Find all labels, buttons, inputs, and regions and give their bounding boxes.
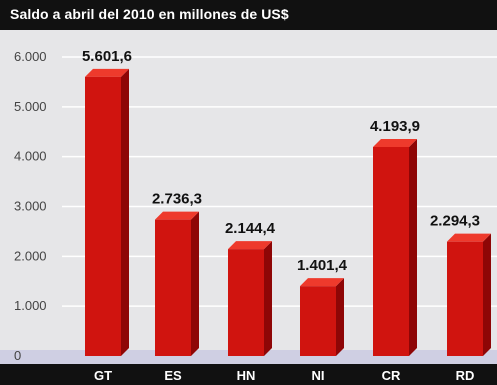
y-tick-label: 0 bbox=[14, 348, 21, 363]
bar bbox=[373, 139, 417, 356]
plot-floor bbox=[0, 350, 497, 364]
bar-top bbox=[85, 68, 129, 77]
data-label: 2.294,3 bbox=[430, 213, 480, 230]
title-bar: Saldo a abril del 2010 en millones de US… bbox=[0, 0, 497, 30]
bar bbox=[155, 211, 199, 356]
chart-title: Saldo a abril del 2010 en millones de US… bbox=[10, 6, 289, 22]
data-label: 2.736,3 bbox=[152, 191, 202, 208]
bar-side bbox=[483, 233, 491, 356]
data-label: 4.193,9 bbox=[370, 118, 420, 135]
category-label: ES bbox=[164, 368, 182, 383]
data-label: 1.401,4 bbox=[297, 257, 348, 274]
category-label: GT bbox=[94, 368, 112, 383]
bar-front bbox=[373, 147, 409, 356]
category-label: NI bbox=[312, 368, 325, 383]
y-tick-label: 3.000 bbox=[14, 199, 47, 214]
bar-top bbox=[155, 211, 199, 220]
bar-top bbox=[300, 278, 344, 287]
bar-top bbox=[228, 241, 272, 250]
y-tick-label: 5.000 bbox=[14, 99, 47, 114]
bar bbox=[300, 278, 344, 356]
bar-front bbox=[85, 76, 121, 356]
bar-side bbox=[336, 278, 344, 356]
data-label: 5.601,6 bbox=[82, 48, 132, 65]
bar-front bbox=[155, 219, 191, 356]
category-label: RD bbox=[456, 368, 475, 383]
bar-front bbox=[228, 249, 264, 356]
data-label: 2.144,4 bbox=[225, 220, 276, 237]
bar-side bbox=[409, 139, 417, 356]
bar-front bbox=[300, 286, 336, 356]
category-label: HN bbox=[237, 368, 256, 383]
category-label: CR bbox=[382, 368, 401, 383]
y-tick-label: 2.000 bbox=[14, 248, 47, 263]
bar bbox=[228, 241, 272, 356]
bar-side bbox=[191, 211, 199, 356]
bar-front bbox=[447, 241, 483, 356]
bar bbox=[447, 233, 491, 356]
category-axis-bar bbox=[0, 364, 497, 385]
bar-side bbox=[264, 241, 272, 356]
y-tick-label: 1.000 bbox=[14, 298, 47, 313]
y-tick-label: 4.000 bbox=[14, 149, 47, 164]
bar-side bbox=[121, 68, 129, 356]
bar bbox=[85, 68, 129, 356]
y-tick-label: 6.000 bbox=[14, 49, 47, 64]
bar-top bbox=[447, 233, 491, 242]
bar-top bbox=[373, 139, 417, 148]
